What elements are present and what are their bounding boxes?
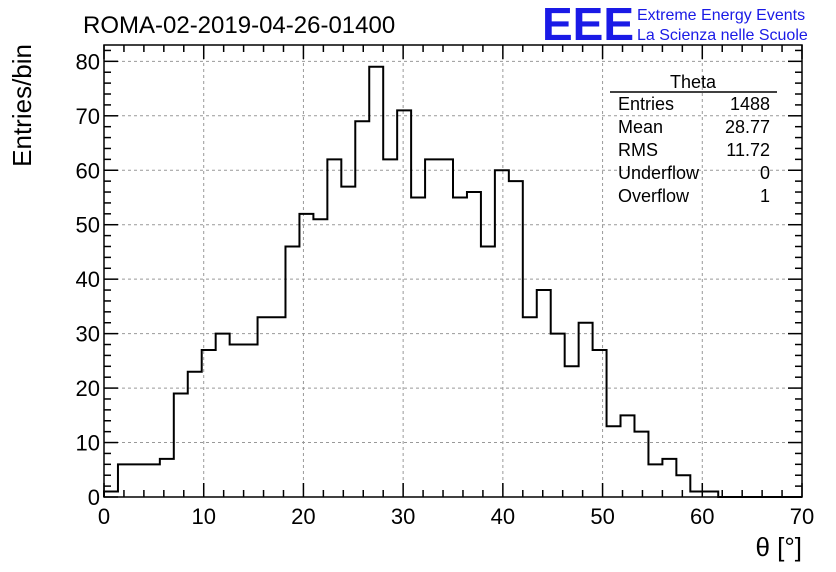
x-tick-label: 20 — [291, 504, 315, 529]
histogram-line — [103, 65, 802, 498]
stats-value: 0 — [760, 163, 770, 183]
y-tick-label: 50 — [76, 213, 100, 238]
stats-label: Underflow — [618, 163, 700, 183]
chart-title: ROMA-02-2019-04-26-01400 — [83, 12, 395, 39]
x-tick-label: 30 — [391, 504, 415, 529]
y-tick-label: 20 — [76, 376, 100, 401]
x-tick-label: 60 — [690, 504, 714, 529]
stats-label: Entries — [618, 94, 674, 114]
stats-label: Overflow — [618, 186, 690, 206]
y-tick-label: 60 — [76, 158, 100, 183]
logo-line-2: La Scienza nelle Scuole — [637, 27, 808, 44]
y-tick-label: 80 — [76, 49, 100, 74]
x-axis-label: θ [°] — [755, 532, 802, 562]
y-tick-label: 70 — [76, 104, 100, 129]
plot-frame — [103, 44, 803, 498]
stats-box: Theta Entries 1488 Mean 28.77 RMS 11.72 Underf… — [610, 72, 777, 206]
grid-lines — [104, 45, 802, 497]
logo-line-1: Extreme Energy Events — [637, 7, 805, 24]
eee-logo-text: EEE — [542, 0, 634, 50]
x-tick-label: 0 — [98, 504, 110, 529]
y-tick-labels: 0 10 20 30 40 50 60 70 80 — [76, 49, 100, 510]
stats-value: 1 — [760, 186, 770, 206]
y-tick-label: 30 — [76, 322, 100, 347]
y-tick-label: 0 — [88, 485, 100, 510]
stats-value: 11.72 — [726, 140, 770, 160]
y-tick-label: 10 — [76, 431, 100, 456]
axis-ticks — [103, 45, 803, 498]
y-axis-label: Entries/bin — [7, 44, 37, 167]
eee-logo: EEE Extreme Energy Events La Scienza nel… — [542, 0, 808, 50]
stats-label: Mean — [618, 117, 663, 137]
stats-label: RMS — [618, 140, 658, 160]
x-tick-label: 40 — [491, 504, 515, 529]
x-tick-label: 70 — [790, 504, 814, 529]
stats-value: 28.77 — [725, 117, 770, 137]
stats-value: 1488 — [730, 94, 770, 114]
x-tick-labels: 0 10 20 30 40 50 60 70 — [98, 504, 814, 529]
y-tick-label: 40 — [76, 267, 100, 292]
x-tick-label: 10 — [191, 504, 215, 529]
x-tick-label: 50 — [590, 504, 614, 529]
stats-title: Theta — [670, 72, 717, 92]
